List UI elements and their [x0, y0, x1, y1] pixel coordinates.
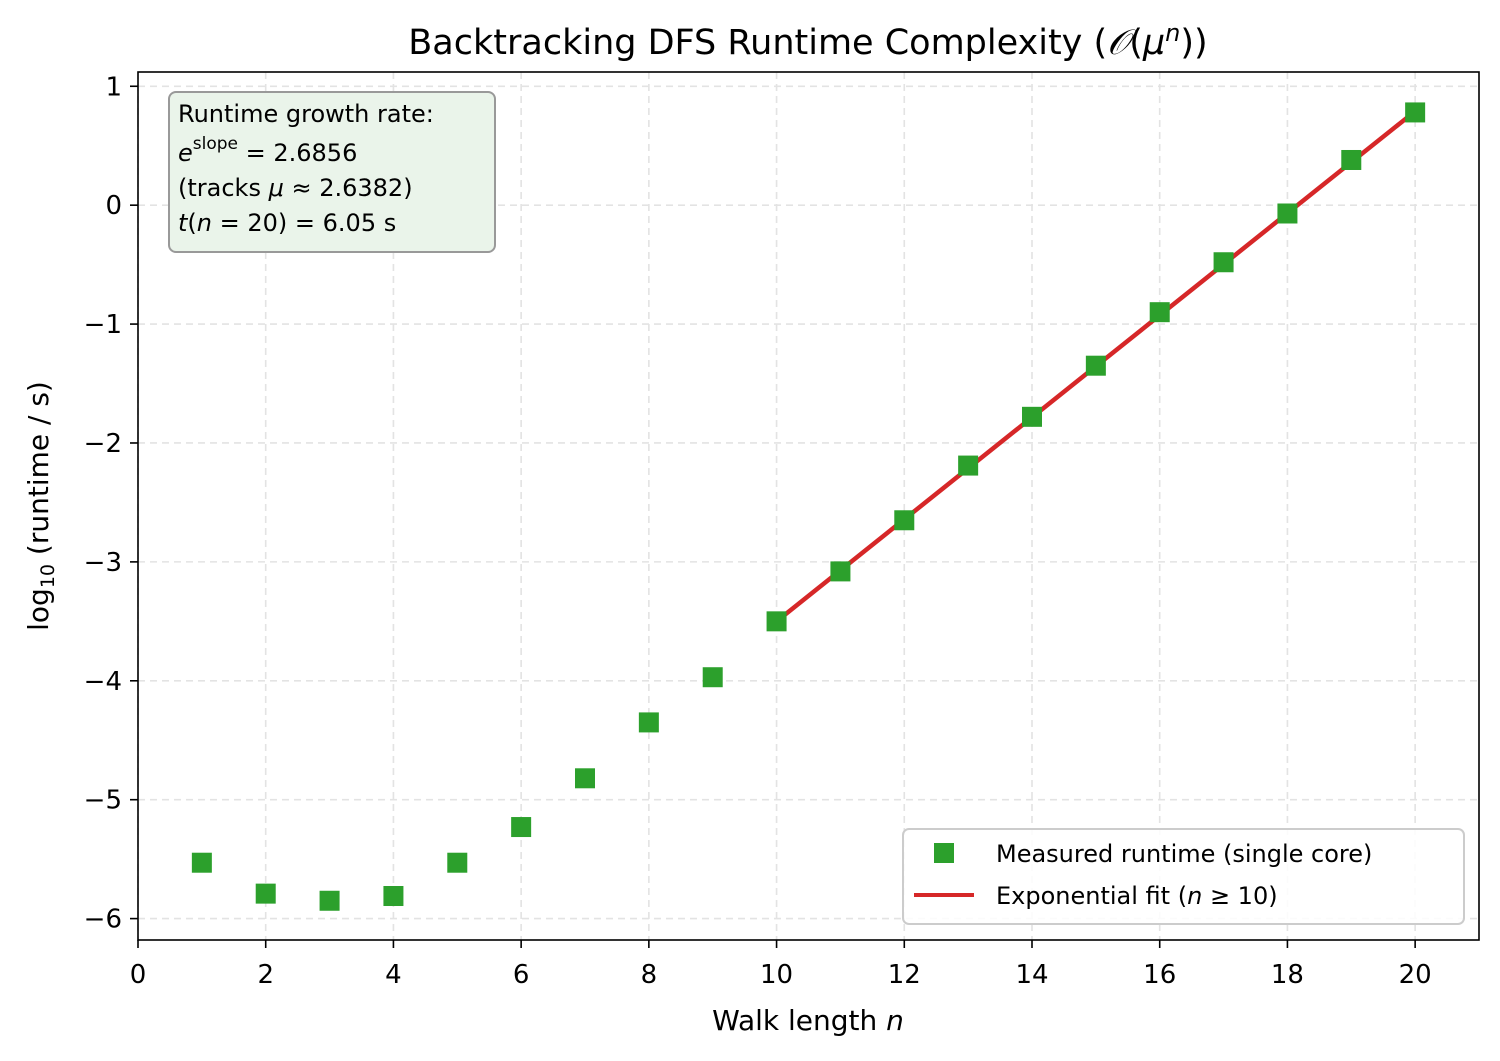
data-point [894, 510, 915, 531]
annotation-line-3: (tracks μ ≈ 2.6382) [178, 174, 413, 202]
y-tick-label: −1 [84, 310, 122, 340]
legend-label-measured: Measured runtime (single core) [996, 840, 1372, 868]
plot-frame [137, 71, 1480, 941]
data-point [766, 611, 787, 632]
data-point [191, 852, 212, 873]
x-tick-label: 0 [130, 960, 147, 990]
legend-label-fit: Exponential fit (n ≥ 10) [996, 882, 1278, 910]
y-ticks: 1 0 −1 −2 −3 −4 −5 −6 [84, 72, 138, 935]
data-point [1213, 252, 1234, 273]
data-point [702, 667, 723, 688]
data-point [1149, 302, 1170, 323]
legend-marker-measured [934, 843, 954, 863]
data-point [511, 817, 532, 838]
data-point [319, 890, 340, 911]
annotation-line-2: eslope = 2.6856 [178, 134, 357, 167]
y-tick-label: 0 [105, 191, 122, 221]
y-tick-label: −3 [84, 548, 122, 578]
annotation-line-4: t(n = 20) = 6.05 s [178, 209, 396, 237]
chart-title: Backtracking DFS Runtime Complexity (𝒪(μ… [408, 19, 1207, 63]
legend: Measured runtime (single core) Exponenti… [902, 828, 1465, 925]
data-point [447, 852, 468, 873]
x-tick-label: 12 [888, 960, 921, 990]
annotation-background [168, 91, 496, 253]
chart-title-text: Backtracking DFS Runtime Complexity [408, 23, 1082, 63]
x-tick-label: 4 [385, 960, 402, 990]
annotation-line-1: Runtime growth rate: [178, 100, 434, 128]
annotation-box: Runtime growth rate: eslope = 2.6856 (tr… [168, 91, 496, 253]
data-point [1085, 355, 1106, 376]
y-tick-label: 1 [105, 72, 122, 102]
data-point [1405, 102, 1426, 123]
y-tick-label: −4 [84, 667, 122, 697]
x-tick-label: 10 [760, 960, 793, 990]
data-point [1277, 203, 1298, 224]
x-tick-label: 6 [513, 960, 530, 990]
y-tick-label: −5 [84, 786, 122, 816]
x-ticks: 0 2 4 6 8 10 12 14 16 18 20 [130, 940, 1432, 990]
data-point [1341, 149, 1362, 170]
data-point [1022, 406, 1042, 427]
y-tick-label: −2 [84, 429, 122, 459]
y-axis-label: log10 (runtime / s) [22, 381, 59, 631]
data-point [958, 455, 979, 476]
data-point [255, 883, 276, 904]
data-point [830, 561, 851, 582]
x-tick-label: 14 [1015, 960, 1048, 990]
data-point [575, 768, 595, 789]
x-tick-label: 2 [257, 960, 274, 990]
data-point [638, 712, 659, 733]
data-point [383, 886, 404, 907]
legend-background [902, 828, 1465, 925]
y-tick-label: −6 [84, 905, 122, 935]
x-tick-label: 18 [1271, 960, 1304, 990]
x-tick-label: 16 [1143, 960, 1176, 990]
data-points [191, 102, 1426, 911]
x-axis-label: Walk length n [712, 1004, 904, 1037]
x-tick-label: 8 [641, 960, 658, 990]
x-tick-label: 20 [1399, 960, 1432, 990]
